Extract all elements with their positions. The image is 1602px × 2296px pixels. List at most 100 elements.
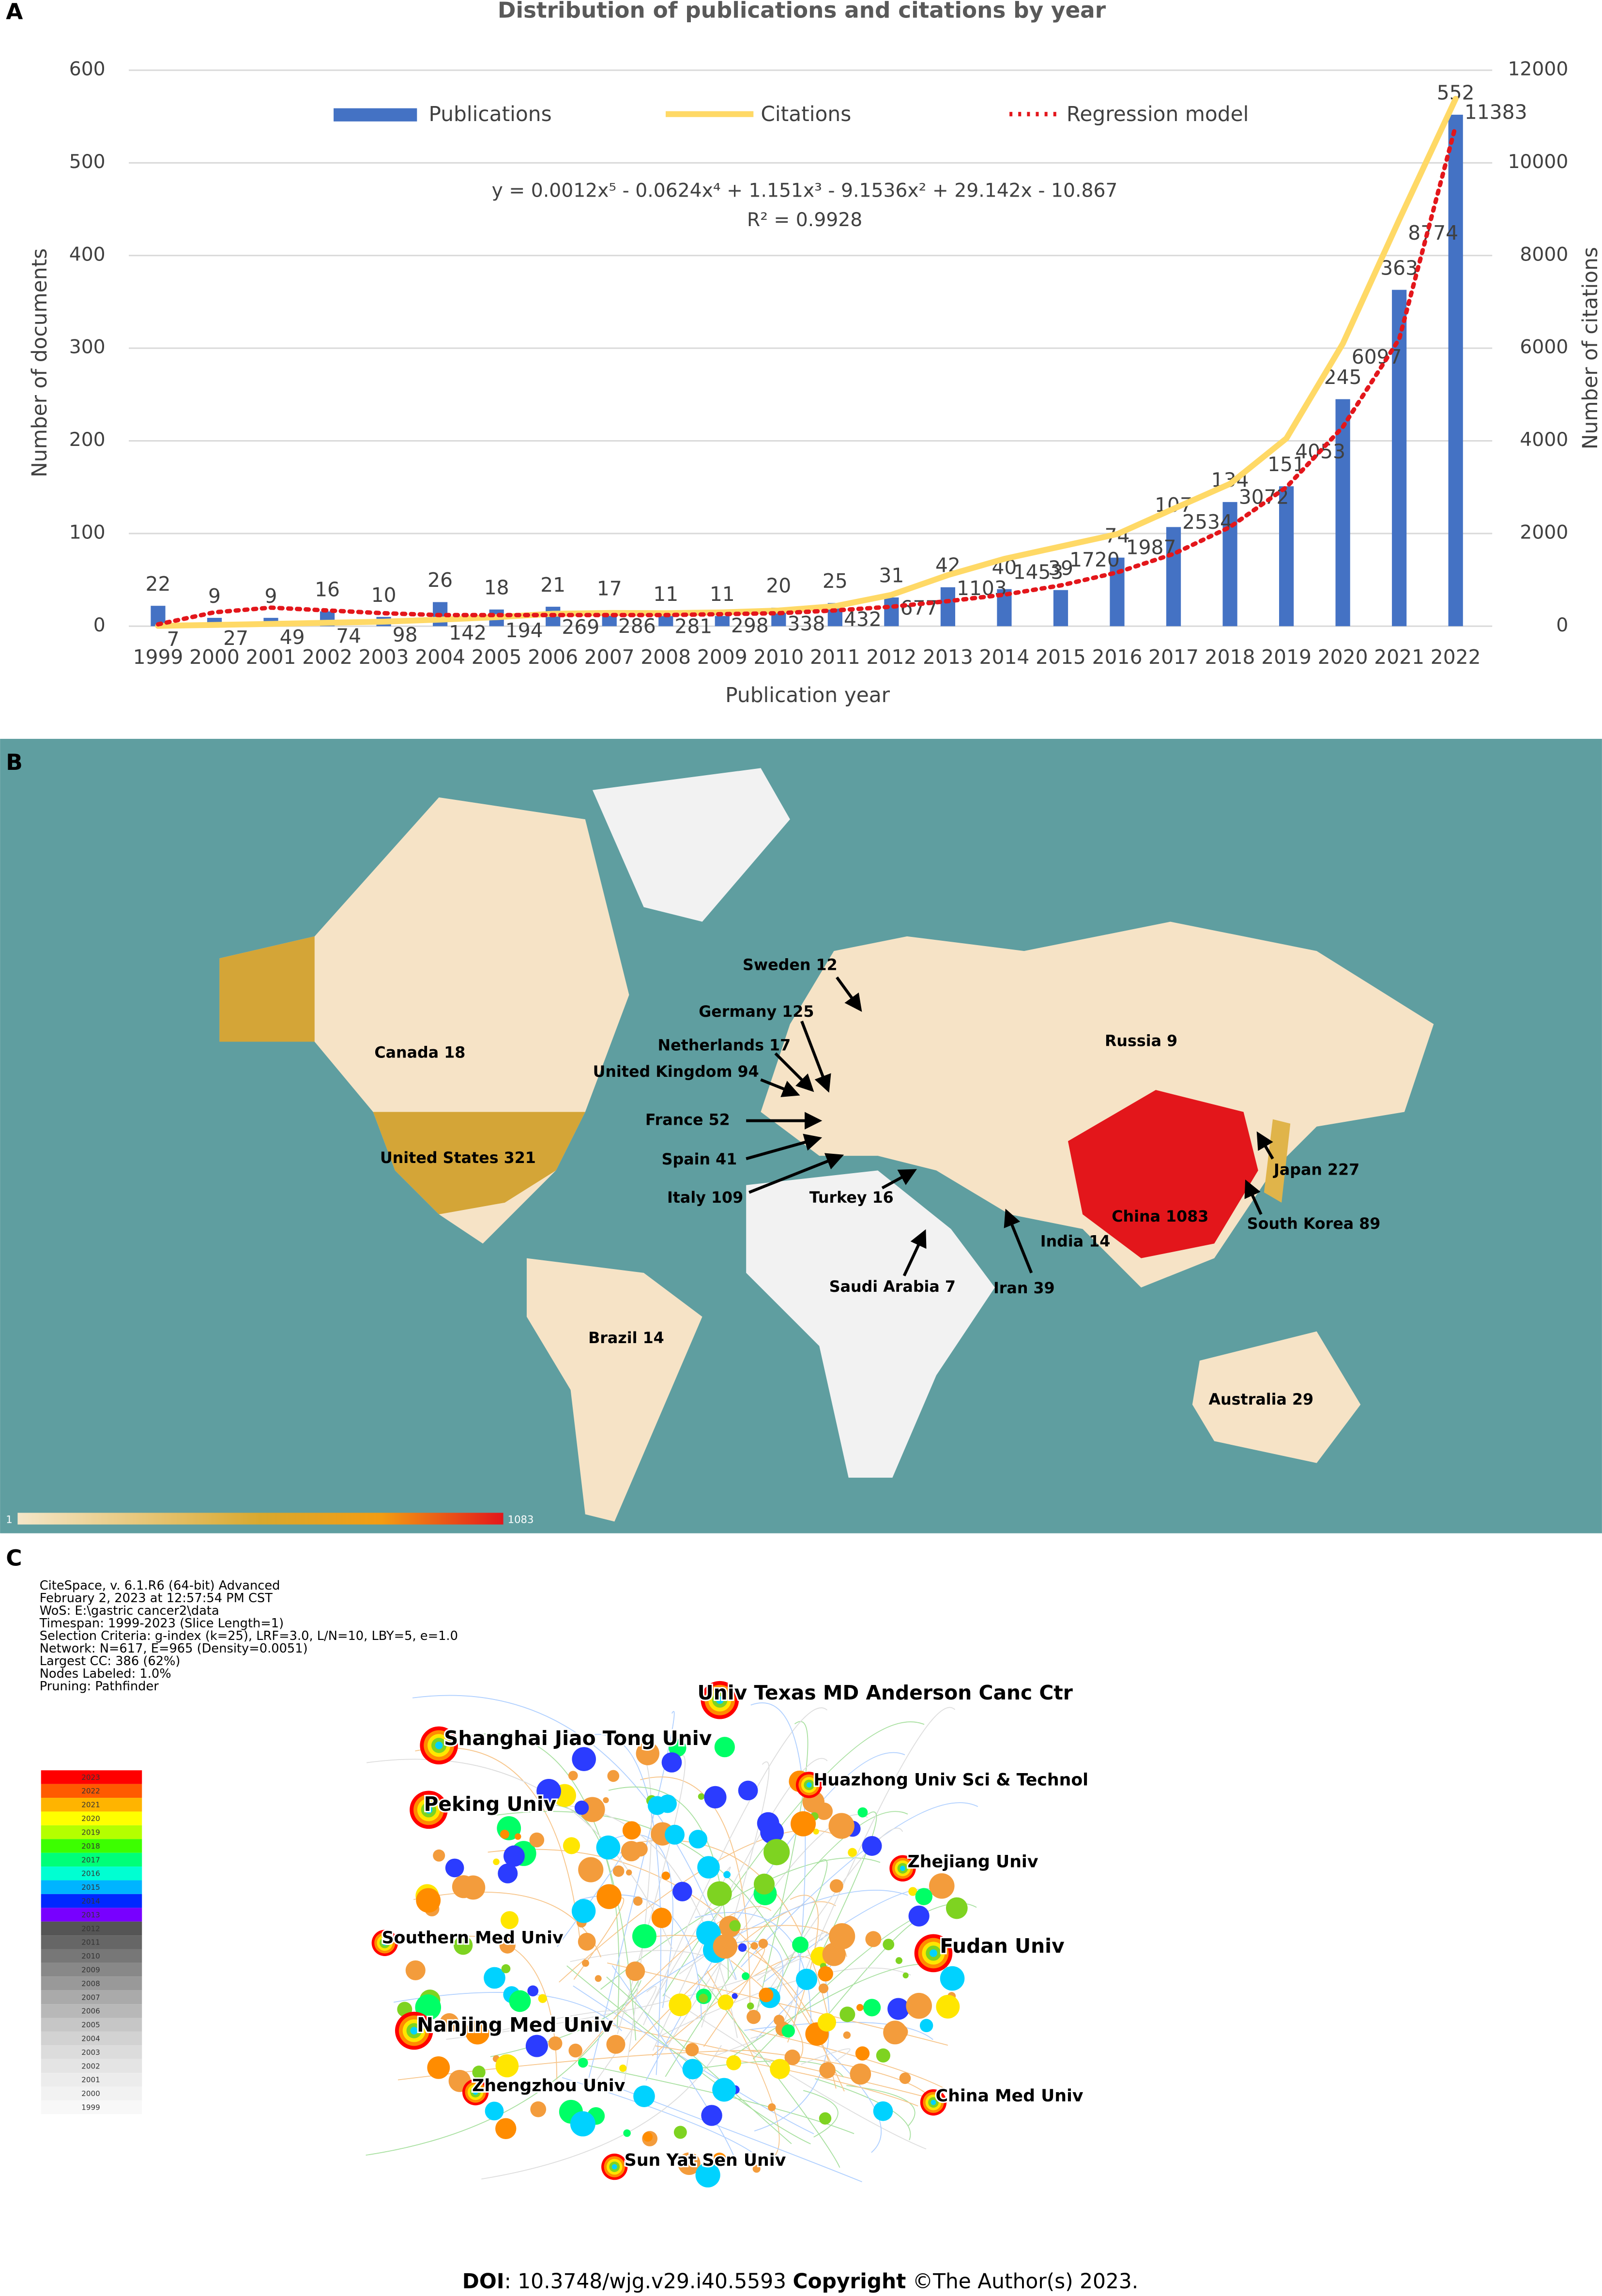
country-label: Iran 39 bbox=[993, 1280, 1055, 1297]
country-value: 9 bbox=[1167, 1032, 1177, 1050]
y2-tick-label: 6000 bbox=[1520, 337, 1568, 358]
doi-label: DOI bbox=[462, 2269, 504, 2293]
node bbox=[661, 1871, 671, 1880]
node bbox=[568, 2043, 582, 2058]
node bbox=[465, 2020, 490, 2045]
node bbox=[538, 1994, 548, 2003]
bar-label: 18 bbox=[484, 576, 509, 599]
node bbox=[717, 1994, 733, 2010]
node bbox=[929, 1873, 955, 1899]
link bbox=[664, 1994, 927, 2150]
australia bbox=[1192, 1331, 1361, 1463]
node-label: Zhengzhou Univ bbox=[472, 2076, 626, 2096]
country-label: Russia 9 bbox=[1105, 1032, 1177, 1050]
node bbox=[753, 1873, 775, 1895]
node bbox=[876, 2048, 890, 2063]
node bbox=[701, 2105, 722, 2126]
node bbox=[729, 1920, 741, 1932]
country-name: France bbox=[645, 1112, 703, 1129]
country-name: Sweden bbox=[743, 956, 810, 974]
greenland bbox=[592, 768, 790, 922]
node bbox=[548, 2036, 563, 2051]
info-line: Timespan: 1999-2023 (Slice Length=1) bbox=[39, 1616, 284, 1631]
x-tick-label: 2018 bbox=[1205, 645, 1255, 669]
node bbox=[770, 2059, 790, 2079]
node bbox=[563, 1837, 580, 1854]
node bbox=[500, 1829, 509, 1839]
legend-year: 2023 bbox=[81, 1773, 100, 1782]
legend-year: 2015 bbox=[81, 1883, 100, 1892]
node bbox=[498, 1863, 518, 1883]
node bbox=[822, 1943, 846, 1966]
node bbox=[515, 1833, 521, 1840]
link bbox=[767, 1859, 828, 2008]
x-tick-label: 2008 bbox=[641, 645, 691, 669]
node bbox=[839, 2006, 855, 2022]
node bbox=[902, 1972, 909, 1978]
y-tick-label: 200 bbox=[69, 429, 106, 451]
copyright-label: Copyright bbox=[793, 2269, 906, 2293]
legend-bar bbox=[41, 1839, 142, 1853]
legend-year: 2016 bbox=[81, 1869, 100, 1878]
node bbox=[685, 2043, 699, 2057]
country-name: Germany bbox=[699, 1003, 777, 1021]
node bbox=[747, 2010, 761, 2024]
country-name: Brazil bbox=[588, 1330, 637, 1347]
country-label: India 14 bbox=[1040, 1233, 1111, 1250]
node bbox=[626, 1869, 632, 1876]
link bbox=[749, 2029, 958, 2096]
hub-ring bbox=[410, 2027, 418, 2035]
legend-bar bbox=[41, 1852, 142, 1867]
y2-tick-label: 4000 bbox=[1520, 429, 1568, 451]
link bbox=[562, 2077, 758, 2157]
legend-label: Publications bbox=[428, 102, 551, 126]
node bbox=[713, 1934, 738, 1959]
link bbox=[756, 1827, 903, 2010]
r-squared: R² = 0.9928 bbox=[747, 209, 862, 231]
country-label: United States 321 bbox=[380, 1149, 536, 1167]
country-label: South Korea 89 bbox=[1247, 1215, 1381, 1233]
node bbox=[908, 1887, 917, 1896]
node bbox=[606, 2035, 626, 2054]
country-value: 109 bbox=[711, 1189, 743, 1207]
legend-bar bbox=[41, 1962, 142, 1977]
country-name: South Korea bbox=[1247, 1215, 1354, 1233]
bar-label: 17 bbox=[597, 577, 622, 600]
legend-bar bbox=[41, 1784, 142, 1798]
eurasia bbox=[761, 921, 1434, 1288]
country-label: Canada 18 bbox=[374, 1044, 465, 1062]
info-line: WoS: E:\gastric cancer2\data bbox=[40, 1604, 219, 1618]
country-value: 18 bbox=[444, 1044, 465, 1062]
legend-bar bbox=[41, 2086, 142, 2100]
node bbox=[571, 1899, 596, 1923]
bar-label: 39 bbox=[1048, 556, 1073, 580]
node bbox=[750, 1942, 758, 1950]
country-label: France 52 bbox=[645, 1112, 730, 1129]
legend-year: 2013 bbox=[81, 1911, 100, 1919]
node bbox=[768, 2103, 776, 2112]
node bbox=[908, 1905, 930, 1927]
country-value: 16 bbox=[872, 1189, 894, 1207]
africa bbox=[746, 1170, 995, 1478]
x-tick-label: 2020 bbox=[1318, 645, 1368, 669]
line-label: 142 bbox=[449, 621, 487, 644]
bar-label: 20 bbox=[766, 574, 791, 597]
node bbox=[495, 2054, 519, 2078]
bar-label: 22 bbox=[146, 572, 171, 596]
node bbox=[485, 2101, 504, 2121]
link bbox=[696, 1973, 840, 2168]
node bbox=[915, 1888, 933, 1905]
country-label: China 1083 bbox=[1112, 1208, 1208, 1225]
node bbox=[792, 1936, 809, 1953]
node bbox=[596, 1835, 621, 1860]
y-tick-label: 600 bbox=[69, 59, 106, 80]
country-label: Saudi Arabia 7 bbox=[829, 1278, 956, 1296]
link bbox=[706, 1970, 780, 2158]
country-name: Canada bbox=[374, 1044, 439, 1062]
node bbox=[669, 1993, 692, 2017]
node bbox=[572, 1747, 596, 1771]
panel-label: A bbox=[6, 0, 23, 25]
node bbox=[530, 2101, 547, 2117]
y-tick-label: 400 bbox=[69, 244, 106, 265]
country-value: 14 bbox=[643, 1330, 664, 1347]
